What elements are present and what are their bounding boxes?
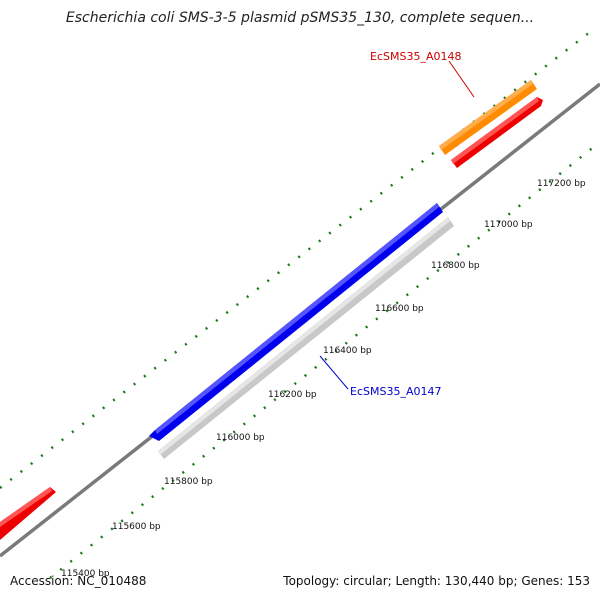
accession-text: Accession: NC_010488 bbox=[10, 574, 147, 588]
position-label: 116800 bp bbox=[431, 261, 480, 271]
outer-tick-track bbox=[0, 31, 591, 489]
a0147-label-connector bbox=[319, 355, 349, 390]
inner-tick-track bbox=[49, 141, 600, 579]
position-label: 115800 bp bbox=[164, 477, 213, 487]
map-title: Escherichia coli SMS-3-5 plasmid pSMS35_… bbox=[65, 10, 535, 26]
position-label: 117200 bp bbox=[537, 179, 586, 189]
position-label: 115400 bp bbox=[61, 569, 110, 579]
gene-a0147-gray[interactable] bbox=[158, 217, 454, 459]
gene-label-a0148[interactable]: EcSMS35_A0148 bbox=[370, 50, 461, 63]
a0148-label-connector bbox=[448, 60, 475, 98]
position-label: 116600 bp bbox=[375, 304, 424, 314]
position-label: 117000 bp bbox=[484, 220, 533, 230]
gene-label-a0147[interactable]: EcSMS35_A0147 bbox=[350, 385, 441, 398]
gene-red-lower[interactable] bbox=[0, 487, 56, 540]
gene-a0148-orange[interactable] bbox=[439, 80, 537, 155]
position-label: 116400 bp bbox=[323, 346, 372, 356]
gene-a0148-red[interactable] bbox=[451, 97, 543, 168]
summary-text: Topology: circular; Length: 130,440 bp; … bbox=[283, 574, 590, 588]
position-label: 116000 bp bbox=[216, 433, 265, 443]
position-label: 116200 bp bbox=[268, 390, 317, 400]
gene-a0147-blue[interactable] bbox=[149, 203, 443, 441]
position-label: 115600 bp bbox=[112, 522, 161, 532]
